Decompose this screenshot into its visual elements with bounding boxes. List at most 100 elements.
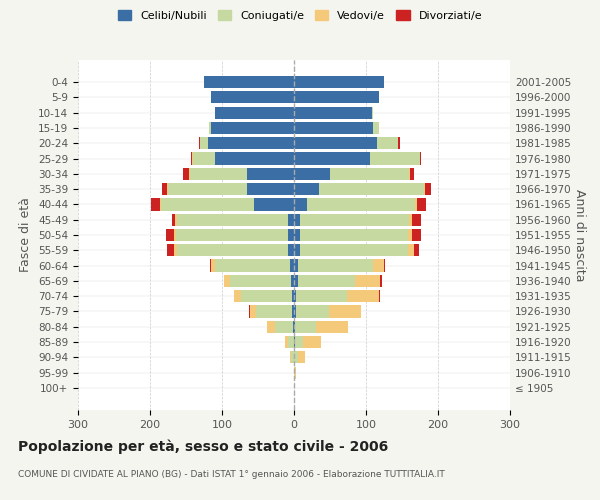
Bar (176, 244, 288, 256)
Bar (298, 260, 373, 272)
Bar (384, 260, 385, 272)
Bar (211, 91, 294, 104)
Bar (168, 183, 247, 195)
Bar (294, 275, 298, 287)
Bar (420, 152, 421, 164)
Bar (294, 336, 295, 348)
Bar (408, 244, 413, 256)
Bar (377, 137, 398, 149)
Bar (234, 290, 241, 302)
Bar (302, 336, 320, 348)
Bar (190, 168, 247, 180)
Bar (373, 122, 379, 134)
Bar (307, 198, 415, 210)
Bar (294, 352, 298, 364)
Bar (300, 244, 408, 256)
Bar (417, 198, 426, 210)
Y-axis label: Fasce di età: Fasce di età (19, 198, 32, 272)
Bar (176, 229, 287, 241)
Bar (224, 275, 230, 287)
Bar (409, 168, 410, 180)
Bar (254, 198, 294, 210)
Bar (301, 229, 409, 241)
Bar (316, 320, 348, 333)
Bar (410, 168, 413, 180)
Bar (294, 106, 372, 118)
Bar (161, 198, 254, 210)
Bar (291, 275, 294, 287)
Bar (294, 306, 296, 318)
Bar (288, 336, 294, 348)
Bar (294, 122, 373, 134)
Bar (294, 229, 301, 241)
Bar (211, 260, 215, 272)
Bar (330, 168, 409, 180)
Bar (215, 106, 294, 118)
Bar (275, 320, 293, 333)
Bar (161, 183, 167, 195)
Bar (295, 336, 302, 348)
Bar (291, 352, 294, 364)
Bar (296, 306, 329, 318)
Bar (372, 106, 373, 118)
Bar (288, 214, 294, 226)
Bar (166, 229, 175, 241)
Bar (412, 214, 421, 226)
Y-axis label: Anni di nascita: Anni di nascita (572, 188, 586, 281)
Bar (300, 214, 409, 226)
Bar (294, 366, 295, 379)
Bar (370, 152, 420, 164)
Bar (294, 91, 379, 104)
Bar (250, 306, 256, 318)
Bar (295, 320, 316, 333)
Bar (175, 244, 176, 256)
Bar (215, 260, 290, 272)
Bar (294, 76, 384, 88)
Bar (175, 214, 176, 226)
Bar (284, 336, 288, 348)
Bar (355, 275, 380, 287)
Bar (298, 352, 305, 364)
Bar (373, 260, 384, 272)
Bar (398, 137, 400, 149)
Bar (167, 183, 168, 195)
Bar (256, 306, 292, 318)
Bar (191, 152, 193, 164)
Bar (415, 198, 417, 210)
Bar (347, 290, 379, 302)
Bar (380, 275, 382, 287)
Bar (204, 76, 294, 88)
Legend: Celibi/Nubili, Coniugati/e, Vedovi/e, Divorziati/e: Celibi/Nubili, Coniugati/e, Vedovi/e, Di… (113, 6, 487, 25)
Bar (151, 198, 160, 210)
Bar (379, 290, 380, 302)
Bar (172, 214, 175, 226)
Bar (292, 306, 294, 318)
Bar (409, 229, 412, 241)
Bar (294, 320, 295, 333)
Bar (329, 306, 361, 318)
Bar (176, 214, 288, 226)
Bar (193, 152, 215, 164)
Bar (211, 122, 294, 134)
Text: COMUNE DI CIVIDATE AL PIANO (BG) - Dati ISTAT 1° gennaio 2006 - Elaborazione TUT: COMUNE DI CIVIDATE AL PIANO (BG) - Dati … (18, 470, 445, 479)
Bar (199, 137, 200, 149)
Bar (208, 137, 294, 149)
Bar (200, 137, 208, 149)
Bar (294, 198, 307, 210)
Bar (288, 244, 294, 256)
Bar (209, 122, 211, 134)
Bar (296, 290, 347, 302)
Bar (292, 290, 294, 302)
Bar (294, 260, 298, 272)
Bar (247, 183, 294, 195)
Bar (247, 168, 294, 180)
Bar (215, 152, 294, 164)
Bar (319, 183, 424, 195)
Bar (160, 198, 161, 210)
Bar (294, 168, 330, 180)
Bar (248, 306, 250, 318)
Bar (298, 275, 355, 287)
Bar (183, 168, 189, 180)
Bar (293, 320, 294, 333)
Bar (413, 244, 419, 256)
